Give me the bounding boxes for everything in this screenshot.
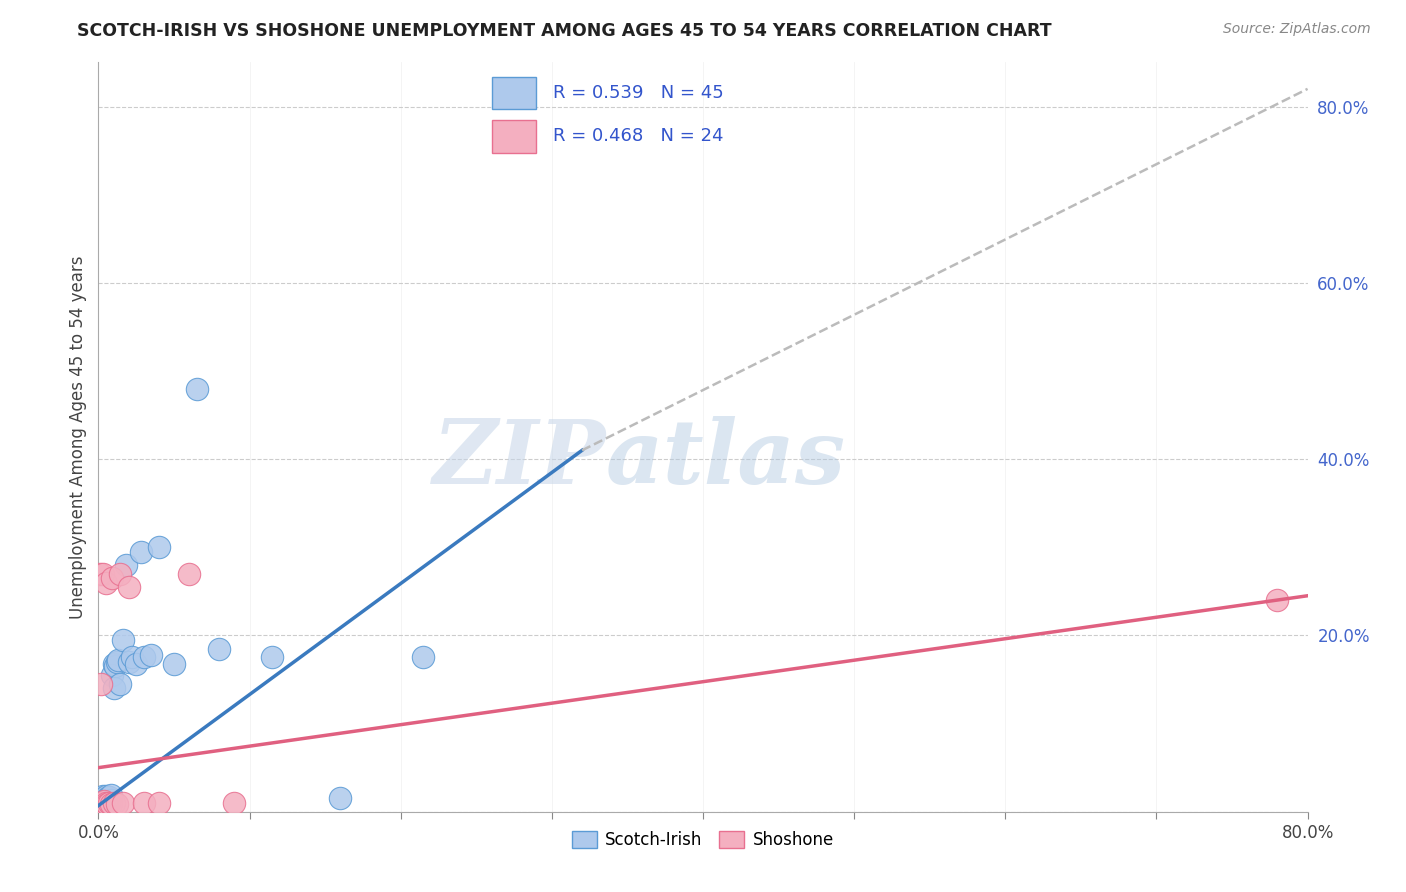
Point: [105, 655, 128, 669]
Text: Source: ZipAtlas.com: Source: ZipAtlas.com: [1223, 22, 1371, 37]
Point: [132, 796, 155, 810]
Point: [93, 797, 115, 812]
Point: [90, 800, 112, 814]
Point: [1267, 593, 1289, 607]
Point: [125, 657, 148, 671]
Point: [93, 794, 115, 808]
Point: [329, 790, 352, 805]
Point: [91, 797, 114, 811]
Text: atlas: atlas: [606, 417, 846, 503]
Point: [114, 558, 136, 572]
Point: [98, 796, 121, 810]
Point: [93, 797, 115, 812]
Point: [105, 797, 128, 811]
Point: [89, 794, 111, 808]
Point: [111, 796, 134, 810]
Point: [89, 566, 111, 581]
Text: ZIP: ZIP: [433, 417, 606, 503]
Point: [91, 789, 114, 803]
Point: [90, 791, 112, 805]
Point: [100, 793, 122, 807]
Point: [412, 650, 434, 665]
Point: [121, 650, 143, 665]
Point: [107, 653, 129, 667]
Point: [100, 797, 122, 811]
Point: [91, 796, 114, 810]
Point: [90, 797, 112, 812]
Legend: Scotch-Irish, Shoshone: Scotch-Irish, Shoshone: [565, 824, 841, 855]
Point: [103, 681, 125, 696]
Point: [118, 580, 141, 594]
Point: [94, 789, 117, 803]
Point: [101, 571, 124, 585]
Point: [163, 657, 186, 671]
Point: [94, 797, 117, 811]
Point: [129, 544, 152, 558]
Point: [262, 650, 284, 665]
Point: [91, 566, 114, 581]
Point: [91, 799, 114, 814]
Point: [89, 796, 111, 810]
Point: [90, 796, 112, 810]
Y-axis label: Unemployment Among Ages 45 to 54 years: Unemployment Among Ages 45 to 54 years: [69, 255, 87, 619]
Point: [93, 790, 115, 805]
Point: [89, 797, 111, 812]
Point: [94, 793, 117, 807]
Point: [98, 789, 121, 804]
Point: [148, 541, 170, 555]
Point: [91, 794, 114, 808]
Point: [101, 668, 124, 682]
Point: [103, 657, 125, 671]
Point: [89, 800, 111, 814]
Point: [94, 796, 117, 810]
Point: [96, 796, 118, 810]
Point: [108, 566, 131, 581]
Point: [141, 648, 163, 662]
Point: [93, 795, 115, 809]
Point: [90, 677, 112, 691]
Point: [111, 632, 134, 647]
Point: [208, 641, 231, 656]
Point: [132, 650, 155, 665]
Point: [94, 575, 117, 590]
Point: [148, 796, 170, 810]
Point: [118, 655, 141, 669]
Point: [98, 794, 121, 808]
Point: [108, 677, 131, 691]
Point: [100, 788, 122, 802]
Point: [103, 796, 125, 810]
Point: [104, 659, 127, 673]
Point: [96, 791, 118, 805]
Point: [186, 382, 208, 396]
Text: SCOTCH-IRISH VS SHOSHONE UNEMPLOYMENT AMONG AGES 45 TO 54 YEARS CORRELATION CHAR: SCOTCH-IRISH VS SHOSHONE UNEMPLOYMENT AM…: [77, 22, 1052, 40]
Point: [224, 796, 246, 810]
Point: [96, 797, 118, 811]
Point: [90, 798, 112, 813]
Point: [179, 566, 201, 581]
